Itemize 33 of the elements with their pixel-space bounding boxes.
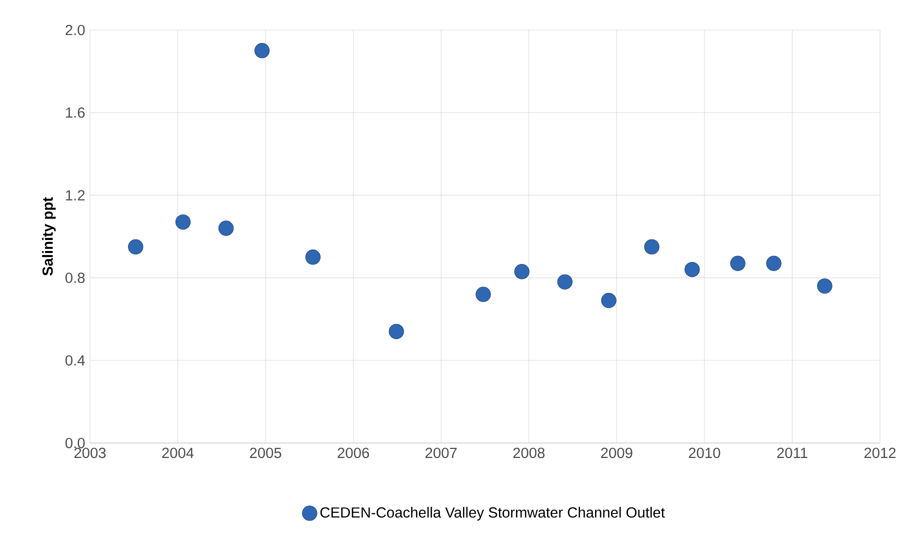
y-tick-label: 0.8 [65, 272, 85, 283]
x-tick-label: 2011 [777, 448, 808, 458]
point [254, 43, 270, 58]
x-tick-label: 2005 [250, 448, 282, 458]
y-tick-label: 2.0 [66, 24, 85, 36]
point [601, 292, 616, 308]
x-tick-label: 2006 [338, 448, 369, 458]
point [644, 239, 660, 254]
point [557, 274, 572, 290]
point [514, 264, 530, 280]
x-tick-label: 2004 [162, 448, 194, 458]
point [218, 220, 234, 236]
point [388, 324, 404, 340]
y-axis-title: Salinity ppt [42, 197, 56, 276]
x-tick-label: 2012 [864, 448, 896, 458]
point [175, 214, 191, 230]
point [684, 262, 700, 278]
y-tick-label: 1.6 [66, 107, 85, 118]
legend-label: CEDEN-Coachella Valley Stormwater Channel Outlet [320, 506, 665, 521]
y-tick-label: 0.4 [65, 355, 85, 366]
point [128, 239, 144, 254]
x-tick-label: 2009 [601, 448, 632, 458]
x-tick-label: 2003 [74, 448, 106, 458]
x-tick-label: 2010 [688, 448, 720, 458]
point [817, 278, 832, 294]
point [305, 250, 321, 265]
point [730, 256, 746, 271]
y-tick-label: 1.2 [66, 190, 85, 200]
x-tick-label: 2008 [513, 448, 545, 458]
x-tick-label: 2007 [426, 448, 457, 458]
point [766, 256, 782, 271]
point [476, 286, 491, 302]
y-tick-label: 0.0 [65, 438, 85, 448]
